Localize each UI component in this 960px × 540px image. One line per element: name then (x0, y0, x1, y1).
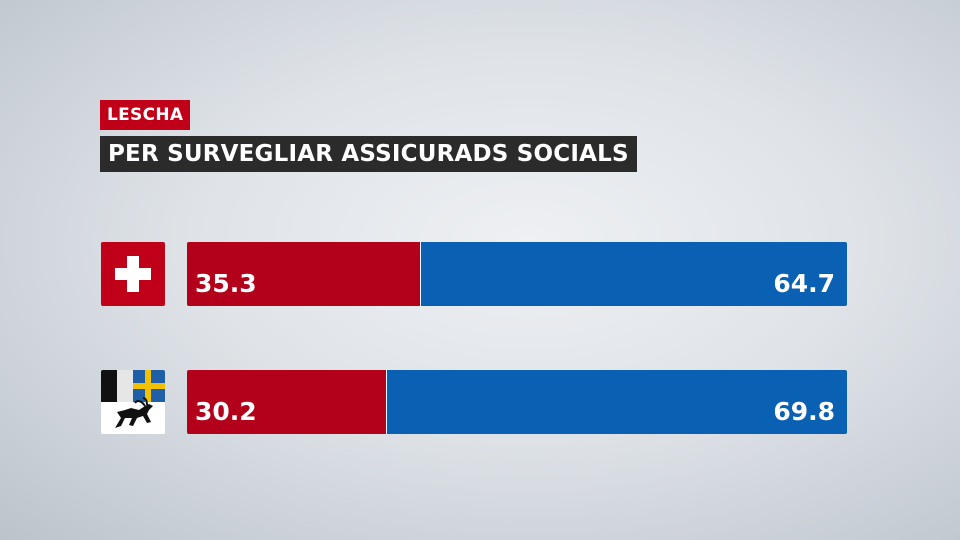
swiss-flag-icon (101, 242, 165, 306)
bar-segment-no: 64.7 (420, 242, 847, 306)
bar-segment-no: 69.8 (386, 370, 847, 434)
bar-value-label: 64.7 (773, 269, 835, 298)
bar-value-label: 69.8 (773, 397, 835, 426)
category-tag: LESCHA (100, 100, 191, 130)
bar-value-label: 30.2 (195, 397, 257, 426)
bar-segment-yes: 30.2 (187, 370, 386, 434)
bar-value-label: 35.3 (195, 269, 257, 298)
bar-segment-yes: 35.3 (187, 242, 420, 306)
chart-title: PER SURVEGLIAR ASSICURADS SOCIALS (100, 136, 637, 172)
graubuenden-flag-icon (101, 370, 165, 434)
bar-row-switzerland: 35.3 64.7 (187, 242, 847, 306)
bar-row-graubuenden: 30.2 69.8 (187, 370, 847, 434)
